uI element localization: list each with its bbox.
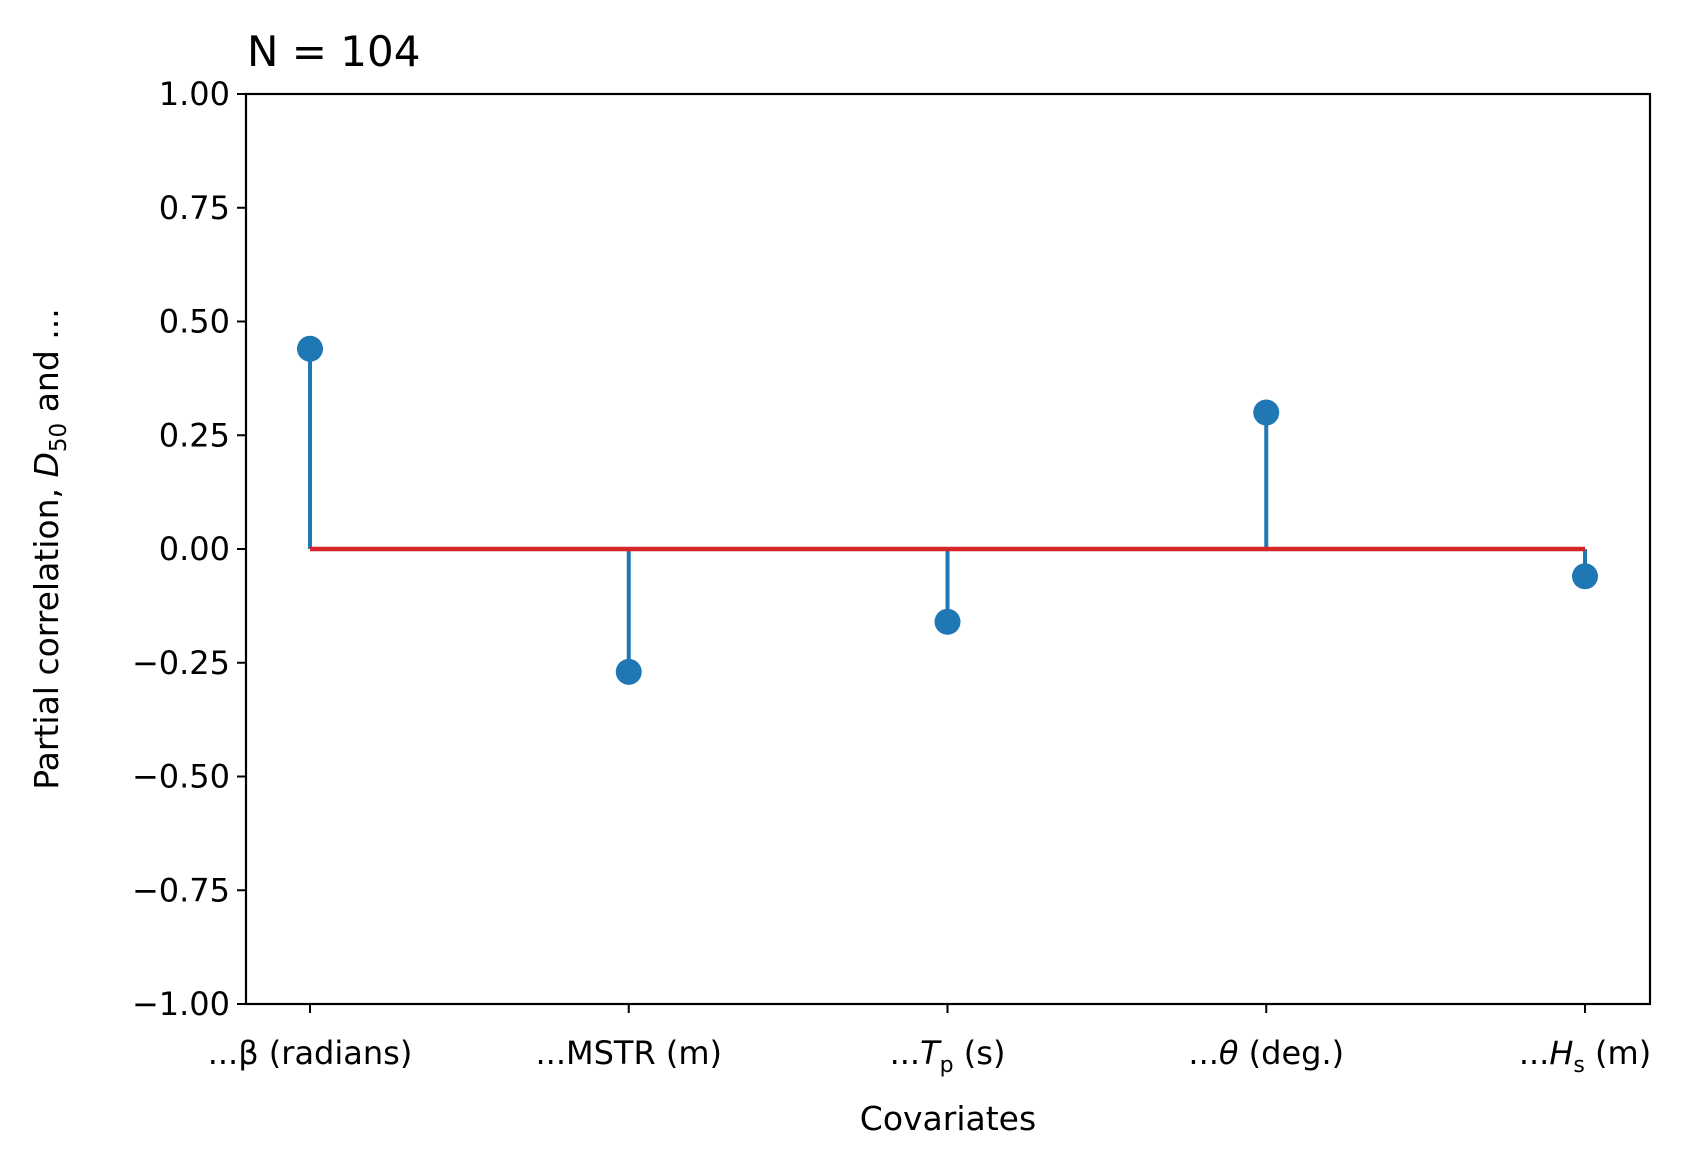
y-tick-label: 0.50 [159,303,230,341]
x-axis-label: Covariates [860,1099,1036,1138]
y-tick-label: 1.00 [159,75,230,113]
y-axis: −1.00 −0.75 −0.50 −0.25 0.00 0.25 0.50 0.75 1.00 [132,75,246,1023]
stem-marker [615,658,642,685]
y-tick-label: 0.75 [159,189,230,227]
y-tick-label: −0.75 [132,871,230,909]
stem-marker [1253,399,1280,426]
y-tick-label: −1.00 [132,985,230,1023]
chart-title: N = 104 [247,27,420,76]
stem-marker [1572,563,1598,590]
x-tick-label: ...Tp (s) [890,1034,1006,1078]
x-tick-label: ...Hs (m) [1519,1034,1651,1078]
x-tick-label: ...β (radians) [208,1034,413,1072]
y-tick-label: −0.50 [132,758,230,796]
y-tick-label: 0.00 [159,530,230,568]
x-tick-label: ...MSTR (m) [535,1034,722,1072]
plot-frame [244,92,1652,1006]
x-axis: ...β (radians) ...MSTR (m) ...Tp (s) ...θ (… [208,1004,1651,1078]
y-axis-label: Partial correlation, D50 and ... [27,308,72,790]
y-tick-label: 0.25 [159,416,230,454]
plot-area [297,335,1598,685]
stem-marker [934,608,961,635]
stem-marker [297,335,323,362]
x-tick-label: ...θ (deg.) [1188,1034,1344,1072]
y-tick-label: −0.25 [132,644,230,682]
